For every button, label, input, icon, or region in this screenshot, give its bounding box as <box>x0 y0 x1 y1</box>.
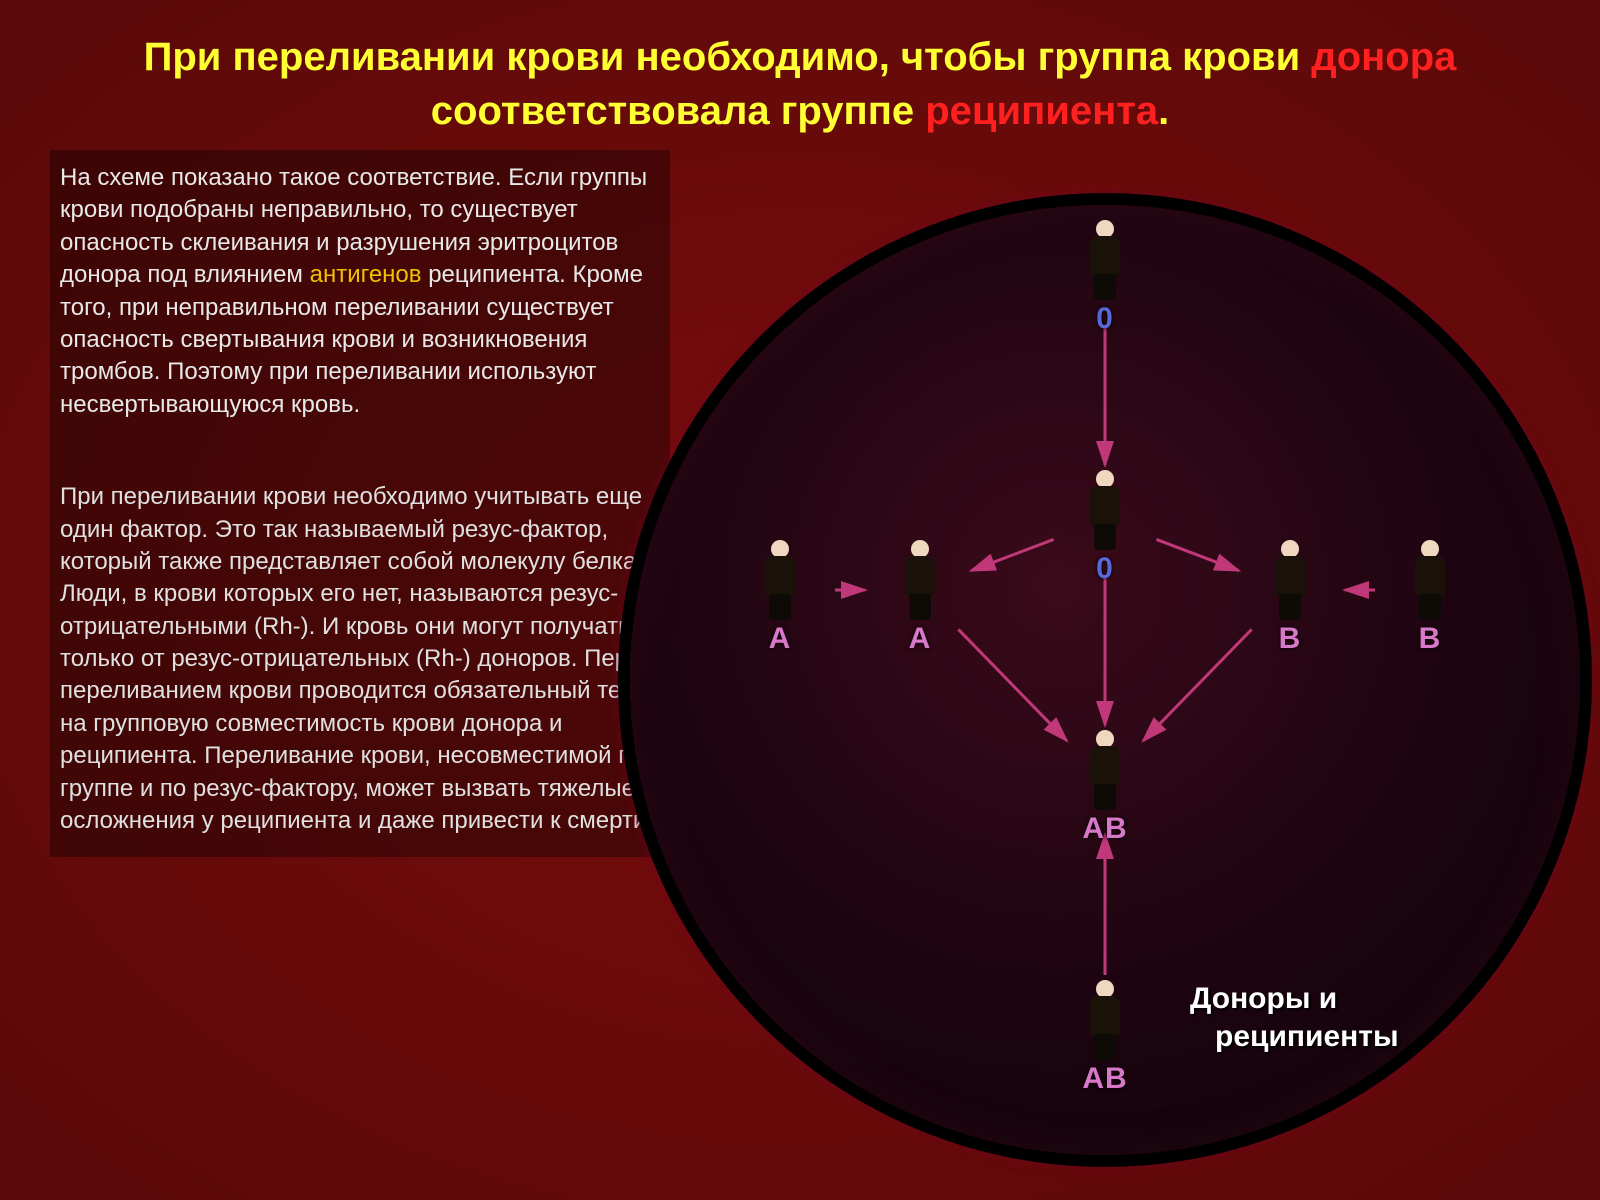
blood-node-A_inner: A <box>885 540 955 656</box>
blood-node-AB_bot: AB <box>1070 980 1140 1096</box>
person-icon <box>1410 540 1450 620</box>
blood-type-label: 0 <box>1070 302 1140 336</box>
person-icon <box>1085 470 1125 550</box>
blood-node-A_outer: A <box>745 540 815 656</box>
title-text: соответствовала группе <box>431 89 925 133</box>
paragraph-1: На схеме показано такое соответствие. Ес… <box>60 162 660 421</box>
title-text: . <box>1158 89 1169 133</box>
person-icon <box>900 540 940 620</box>
text-column: На схеме показано такое соответствие. Ес… <box>50 150 670 857</box>
title-term-highlight: реципиента <box>925 89 1158 133</box>
blood-node-O_top: 0 <box>1070 220 1140 336</box>
blood-type-label: AB <box>1070 1062 1140 1096</box>
blood-node-B_inner: B <box>1255 540 1325 656</box>
blood-node-AB_mid: AB <box>1070 730 1140 846</box>
person-icon <box>1085 220 1125 300</box>
person-icon <box>1270 540 1310 620</box>
person-icon <box>760 540 800 620</box>
paragraph-gap <box>60 421 660 481</box>
paragraph-2: При переливании крови необходимо учитыва… <box>60 481 660 837</box>
person-icon <box>1085 730 1125 810</box>
title-text: При переливании крови необходимо, чтобы … <box>144 35 1312 79</box>
caption-line1: Доноры и <box>1190 982 1337 1015</box>
blood-type-label: AB <box>1070 812 1140 846</box>
para1-highlight: антигенов <box>310 261 422 288</box>
blood-type-label: B <box>1395 622 1465 656</box>
page-title: При переливании крови необходимо, чтобы … <box>0 0 1600 148</box>
blood-type-label: A <box>885 622 955 656</box>
person-icon <box>1085 980 1125 1060</box>
content-area: На схеме показано такое соответствие. Ес… <box>0 150 1600 1200</box>
blood-node-B_outer: B <box>1395 540 1465 656</box>
diagram-caption: Доноры и реципиенты <box>1190 980 1399 1055</box>
blood-type-label: A <box>745 622 815 656</box>
blood-type-label: 0 <box>1070 552 1140 586</box>
blood-type-label: B <box>1255 622 1325 656</box>
caption-line2: реципиенты <box>1215 1020 1399 1053</box>
title-term-highlight: донора <box>1311 35 1456 79</box>
blood-node-O_mid: 0 <box>1070 470 1140 586</box>
